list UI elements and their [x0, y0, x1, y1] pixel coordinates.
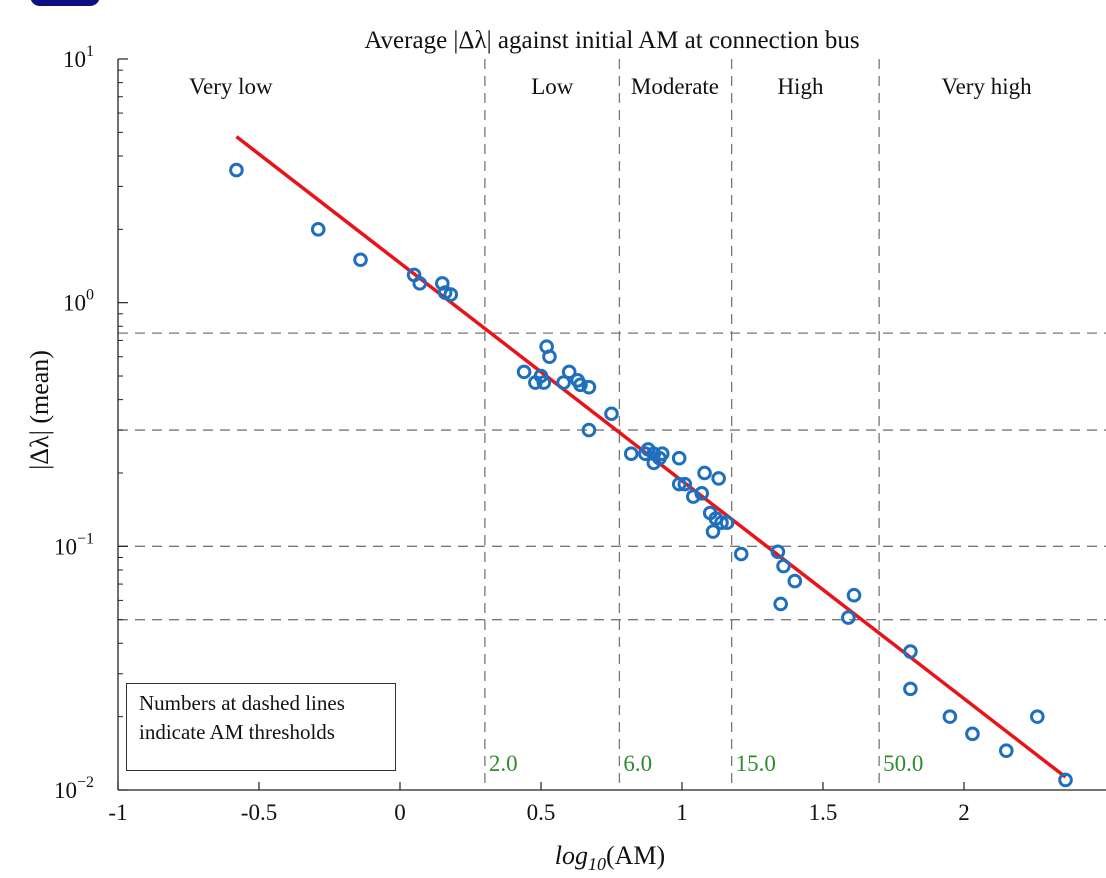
data-point	[677, 476, 693, 492]
category-label: Very high	[942, 74, 1033, 99]
x-tick-label: 0	[394, 800, 406, 825]
x-axis-ticks: -1 -0.5 0 0.5 1 1.5 2	[108, 782, 970, 825]
y-tick-label: 100	[63, 287, 94, 316]
category-labels: Very low Low Moderate High Very high	[189, 74, 1032, 99]
data-point	[412, 276, 428, 291]
category-label: Very low	[189, 74, 273, 99]
data-point	[654, 446, 670, 461]
data-point	[229, 162, 244, 178]
data-point	[733, 546, 749, 562]
svg-text:|Δλ| (mean): |Δλ| (mean)	[25, 350, 54, 470]
annotation-box: Numbers at dashed lines indicate AM thre…	[126, 683, 396, 771]
data-point	[542, 349, 557, 365]
y-tick-label: 101	[63, 43, 94, 72]
data-point	[671, 450, 687, 466]
x-tick-label: 0.5	[527, 800, 556, 825]
threshold-labels: 2.0 6.0 15.0 50.0	[489, 751, 923, 776]
data-point	[604, 406, 619, 422]
data-point	[705, 524, 721, 539]
data-point	[556, 375, 571, 390]
x-tick-label: 1.5	[809, 800, 838, 825]
data-point	[846, 587, 862, 603]
data-point	[694, 486, 710, 501]
threshold-label: 15.0	[736, 751, 776, 776]
data-point	[310, 222, 326, 237]
y-tick-label: 10−1	[54, 530, 94, 559]
data-point	[719, 515, 735, 531]
x-tick-label: 2	[958, 800, 970, 825]
data-point	[685, 489, 701, 504]
x-tick-label: 1	[676, 800, 688, 825]
data-points	[229, 162, 1073, 788]
x-axis-label: log10(AM)	[555, 841, 665, 874]
data-point	[776, 558, 791, 574]
data-point	[999, 743, 1014, 758]
annotation-text: Numbers at dashed lines indicate AM thre…	[139, 691, 345, 744]
header-decoration	[30, 0, 100, 6]
data-point	[714, 515, 729, 531]
threshold-lines	[484, 59, 880, 790]
data-point	[581, 422, 597, 438]
threshold-label: 50.0	[883, 751, 923, 776]
threshold-label: 2.0	[489, 751, 518, 776]
x-tick-label: -1	[108, 800, 127, 825]
data-point	[573, 377, 588, 393]
data-point	[443, 287, 459, 302]
x-tick-label: -0.5	[241, 800, 277, 825]
reference-lines	[118, 332, 1106, 621]
data-point	[903, 644, 918, 659]
chart-title: Average |Δλ| against initial AM at conne…	[364, 27, 859, 54]
data-point	[536, 375, 552, 390]
axes-frame	[117, 59, 1106, 791]
data-point	[1058, 772, 1073, 788]
data-point	[561, 364, 577, 380]
category-label: Low	[531, 74, 574, 99]
data-point	[773, 596, 789, 612]
data-point	[697, 465, 712, 481]
data-point	[581, 379, 597, 395]
data-point	[770, 544, 786, 560]
data-point	[1030, 709, 1045, 724]
data-point	[942, 709, 958, 724]
data-point	[516, 364, 532, 380]
y-tick-label: 10−2	[54, 774, 94, 803]
threshold-label: 6.0	[623, 751, 652, 776]
data-point	[841, 610, 856, 625]
y-axis-label: |Δλ| (mean)	[25, 350, 54, 470]
category-label: Moderate	[631, 74, 719, 99]
data-point	[671, 476, 687, 492]
data-point	[965, 726, 980, 742]
data-point	[787, 573, 803, 589]
data-point	[711, 471, 726, 486]
data-point	[623, 446, 639, 461]
category-label: High	[777, 74, 824, 99]
data-point	[903, 681, 918, 697]
y-axis-ticks: 101 100 10−1 10−2	[54, 43, 128, 803]
data-point	[353, 252, 368, 268]
